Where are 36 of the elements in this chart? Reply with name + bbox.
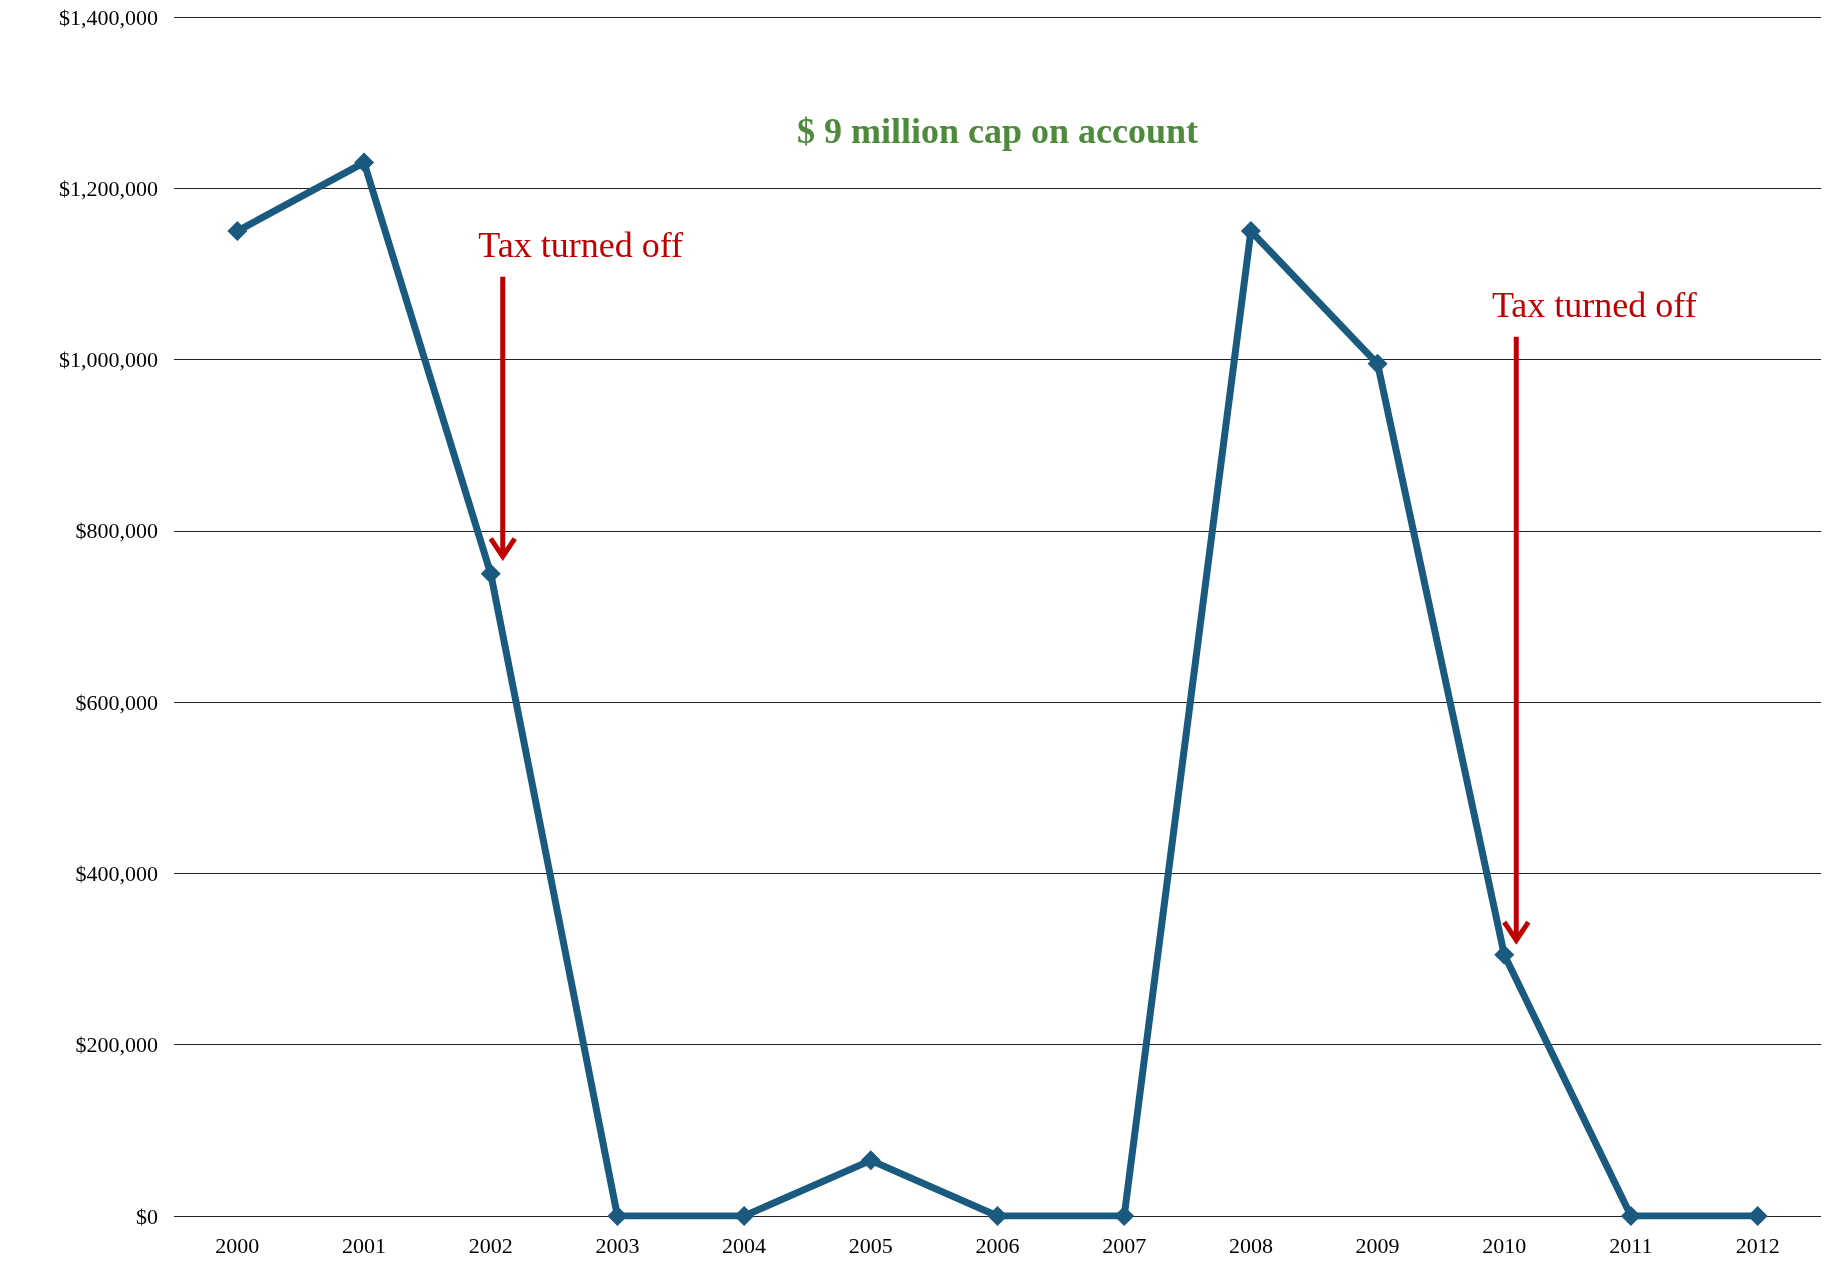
point <box>1747 1206 1768 1226</box>
y-tick-label: $1,000,000 <box>59 347 158 373</box>
x-tick-label: 2009 <box>1355 1232 1400 1258</box>
x-tick-label: 2008 <box>1228 1232 1273 1258</box>
x-tick-label: 2011 <box>1609 1232 1653 1258</box>
y-tick-label: $1,400,000 <box>59 4 158 30</box>
point <box>480 563 501 584</box>
point <box>607 1206 628 1226</box>
point <box>734 1206 755 1226</box>
point <box>1620 1206 1641 1226</box>
x-tick-label: 2000 <box>215 1232 260 1258</box>
point <box>1367 353 1388 374</box>
y-tick-label: $0 <box>136 1203 158 1229</box>
annotation: Tax turned off <box>1491 283 1697 326</box>
y-tick-label: $400,000 <box>75 860 158 886</box>
x-tick-label: 2002 <box>468 1232 513 1258</box>
y-tick-label: $600,000 <box>75 689 158 715</box>
y-tick-label: $1,200,000 <box>59 175 158 201</box>
y-tick-label: $800,000 <box>75 518 158 544</box>
point <box>860 1150 881 1171</box>
x-tick-label: 2001 <box>342 1232 387 1258</box>
annotation: $ 9 million cap on account <box>796 109 1199 152</box>
point <box>987 1206 1008 1226</box>
y-tick-label: $200,000 <box>75 1032 158 1058</box>
point <box>227 221 248 242</box>
x-tick-label: 2004 <box>722 1232 767 1258</box>
point <box>1494 944 1515 965</box>
x-tick-label: 2006 <box>975 1232 1020 1258</box>
point <box>354 152 375 173</box>
point <box>1114 1206 1135 1226</box>
x-tick-label: 2003 <box>595 1232 640 1258</box>
x-tick-label: 2007 <box>1102 1232 1147 1258</box>
x-tick-label: 2010 <box>1482 1232 1527 1258</box>
x-tick-label: 2012 <box>1735 1232 1780 1258</box>
x-tick-label: 2005 <box>848 1232 893 1258</box>
annotation: Tax turned off <box>478 223 684 266</box>
